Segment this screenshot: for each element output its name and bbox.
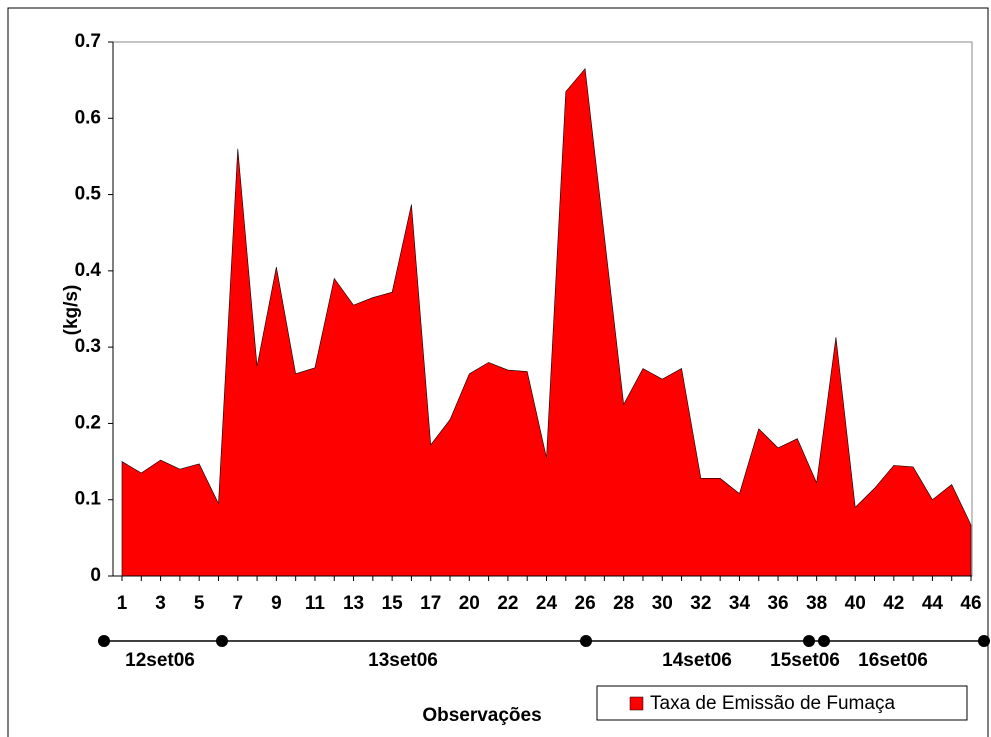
y-axis-title: (kg/s)	[61, 285, 82, 336]
timeline-dots	[98, 635, 990, 647]
timeline-dot	[216, 635, 228, 647]
x-tick-label: 20	[459, 593, 480, 614]
area	[121, 67, 972, 577]
x-tick-label: 32	[690, 593, 711, 614]
x-tick-label: 36	[767, 593, 788, 614]
x-tick-label: 15	[382, 593, 404, 614]
timeline-dot	[98, 635, 110, 647]
date-label: 14set06	[662, 650, 732, 671]
x-tick-label: 1	[117, 593, 128, 614]
x-tick-label: 5	[194, 593, 205, 614]
legend-label: Taxa de Emissão de Fumaça	[650, 693, 895, 714]
x-tick-label: 34	[729, 593, 751, 614]
y-tick-label: 0.1	[75, 489, 102, 510]
timeline-dot	[978, 635, 990, 647]
x-tick-label: 26	[575, 593, 596, 614]
date-label: 13set06	[368, 650, 438, 671]
x-tick-label: 7	[232, 593, 243, 614]
x-axis-title: Observações	[422, 705, 541, 726]
y-tick-label: 0.2	[75, 412, 101, 433]
x-tick-label: 28	[613, 593, 634, 614]
legend-swatch	[629, 696, 644, 711]
x-tick-label: 11	[305, 593, 326, 614]
legend-box	[596, 685, 968, 721]
date-label: 15set06	[770, 650, 840, 671]
x-tick-label: 38	[806, 593, 827, 614]
x-tick-label: 46	[960, 593, 981, 614]
y-tick-label: 0.3	[75, 336, 101, 357]
x-tick-label: 44	[922, 593, 944, 614]
y-tick-label: 0	[90, 565, 101, 586]
y-tick-label: 0.5	[75, 184, 102, 205]
date-label: 16set06	[858, 650, 928, 671]
x-tick-label: 30	[652, 593, 673, 614]
timeline-dot	[803, 635, 815, 647]
frame	[7, 7, 989, 737]
x-tick-label: 17	[420, 593, 441, 614]
y-tick-label: 0.6	[75, 107, 101, 128]
y-tick-label: 0.4	[75, 260, 102, 281]
x-tick-label: 24	[536, 593, 558, 614]
date-label: 12set06	[125, 650, 195, 671]
timeline-dot	[580, 635, 592, 647]
x-tick-label: 42	[883, 593, 904, 614]
x-tick-label: 22	[497, 593, 518, 614]
x-tick-label: 13	[343, 593, 364, 614]
timeline-dot	[818, 635, 830, 647]
x-tick-label: 40	[845, 593, 866, 614]
x-tick-label: 9	[271, 593, 282, 614]
y-tick-label: 0.7	[75, 31, 101, 52]
x-tick-label: 3	[155, 593, 166, 614]
